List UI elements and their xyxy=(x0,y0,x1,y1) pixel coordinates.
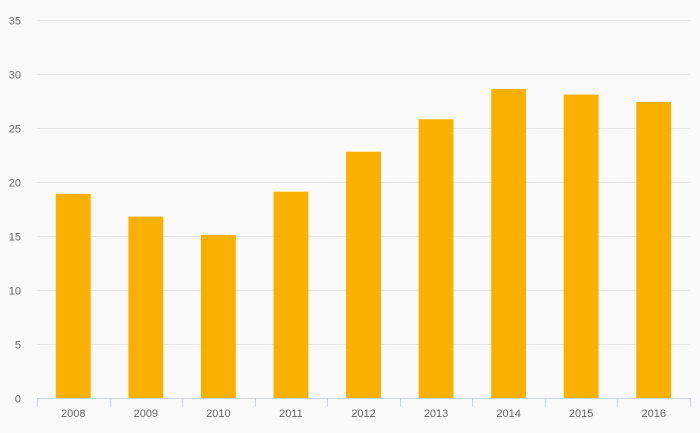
bar-2015 xyxy=(563,94,599,399)
x-tick-label-2013: 2013 xyxy=(424,408,448,420)
bar-2011 xyxy=(273,191,309,398)
y-axis-tick-labels: 0 5 10 15 20 25 30 35 xyxy=(9,16,21,406)
bars xyxy=(55,89,672,399)
y-tick-label-30: 30 xyxy=(9,70,21,82)
x-tick-label-2016: 2016 xyxy=(641,408,665,420)
bar-2013 xyxy=(418,119,454,399)
y-tick-label-20: 20 xyxy=(9,178,21,190)
y-tick-label-0: 0 xyxy=(15,394,21,406)
x-tick-label-2008: 2008 xyxy=(61,408,85,420)
y-tick-label-35: 35 xyxy=(9,16,21,28)
y-tick-label-10: 10 xyxy=(9,286,21,298)
bar-2016 xyxy=(636,102,672,398)
x-tick-label-2015: 2015 xyxy=(569,408,593,420)
y-tick-label-5: 5 xyxy=(15,340,21,352)
x-tick-label-2014: 2014 xyxy=(496,408,520,420)
x-axis-ticks xyxy=(37,398,691,407)
x-tick-label-2012: 2012 xyxy=(351,408,375,420)
y-tick-label-25: 25 xyxy=(9,124,21,136)
x-tick-label-2011: 2011 xyxy=(279,408,303,420)
bar-2010 xyxy=(200,234,236,398)
bar-2008 xyxy=(55,193,91,398)
bar-2012 xyxy=(346,151,381,398)
bar-2014 xyxy=(491,89,527,399)
x-axis-tick-labels: 2008 2009 2010 2011 2012 2013 2014 2015 2016 xyxy=(61,408,666,420)
x-tick-label-2009: 2009 xyxy=(134,408,158,420)
x-tick-label-2010: 2010 xyxy=(206,408,230,420)
bar-2009 xyxy=(128,216,164,398)
y-tick-label-15: 15 xyxy=(9,232,21,244)
